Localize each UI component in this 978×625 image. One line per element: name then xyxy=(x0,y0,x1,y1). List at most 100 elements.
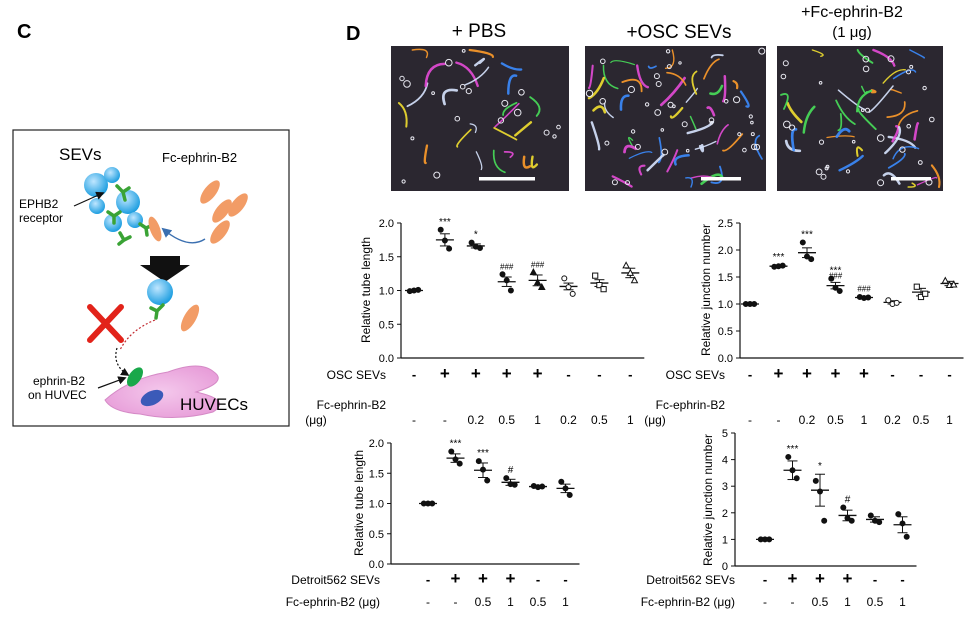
vessel-segment xyxy=(669,106,684,119)
condition-row1-cell: - xyxy=(919,367,923,382)
cell-outline xyxy=(399,75,405,82)
cell-outline xyxy=(876,134,885,142)
cell-outline xyxy=(753,143,761,151)
huvec-cell-icon xyxy=(104,365,221,419)
data-point xyxy=(539,483,546,490)
cell-outline xyxy=(750,120,754,125)
vessel-segment xyxy=(694,140,717,150)
cell-outline xyxy=(723,99,729,104)
cell-outline xyxy=(671,104,676,109)
condition-row2-cell: - xyxy=(748,413,752,427)
cell-outline xyxy=(851,139,856,144)
vessel-segment xyxy=(835,127,851,138)
vessel-segment xyxy=(709,84,724,96)
cell-outline xyxy=(461,49,466,53)
vessel-segment xyxy=(887,152,906,169)
vessel-segment xyxy=(503,151,514,159)
cell-outline xyxy=(862,65,870,73)
vessel-segment xyxy=(856,49,874,64)
condition-row2-cell: 0.5 xyxy=(867,595,884,609)
vessel-segment xyxy=(493,127,518,141)
cell-outline xyxy=(708,117,715,123)
data-point xyxy=(477,244,483,251)
data-point xyxy=(751,301,758,307)
condition-row2-cell: - xyxy=(777,413,781,427)
cell-outline xyxy=(678,61,682,65)
micrograph-fc-ephrin xyxy=(777,46,943,191)
cell-outline xyxy=(661,148,669,156)
cell-outline xyxy=(433,171,441,179)
ephb2-label-line2: receptor xyxy=(19,211,63,225)
condition-row1-cell: + xyxy=(451,569,461,588)
micrograph-pbs xyxy=(391,46,569,191)
cell-outline xyxy=(780,73,787,80)
data-point xyxy=(441,237,448,244)
cell-outline xyxy=(862,55,870,63)
vessel-segment xyxy=(784,139,802,153)
vessel-segment xyxy=(475,151,483,171)
cell-outline xyxy=(556,124,561,130)
condition-row1-label: Detroit562 SEVs xyxy=(291,573,380,587)
vessel-segment xyxy=(628,151,653,159)
data-point xyxy=(596,282,603,289)
data-point xyxy=(480,466,486,473)
cell-outline xyxy=(585,89,594,98)
ephrin-label-line2: on HUVEC xyxy=(28,388,87,402)
y-tick-label: 5 xyxy=(722,428,728,440)
data-point xyxy=(448,448,455,455)
vessel-segment xyxy=(739,90,750,108)
cell-outline xyxy=(818,81,823,85)
micrograph-title-osc: +OSC SEVs xyxy=(626,22,731,43)
vessel-segment xyxy=(456,128,472,148)
condition-row1-cell: + xyxy=(815,569,825,588)
huvecs-label: HUVECs xyxy=(180,395,248,414)
cell-outline xyxy=(634,143,641,150)
data-point xyxy=(922,290,929,297)
data-point xyxy=(475,458,482,465)
data-point xyxy=(766,536,773,543)
vessel-segment xyxy=(529,96,541,117)
vessel-segment xyxy=(494,102,520,128)
significance-label: ### xyxy=(500,262,514,271)
blocked-cross-icon xyxy=(87,304,124,343)
micrograph-background xyxy=(777,46,943,191)
vessel-segment xyxy=(754,134,763,160)
data-point xyxy=(569,290,576,297)
vessel-segment xyxy=(474,57,486,67)
significance-label: *** xyxy=(477,448,489,459)
cell-outline xyxy=(666,64,672,70)
significance-label: *** xyxy=(830,266,842,277)
condition-row2-cell: 1 xyxy=(627,413,634,427)
data-point xyxy=(630,276,639,284)
micrograph-background xyxy=(391,46,569,191)
ephrin-pointer-arrow xyxy=(97,376,127,389)
data-point xyxy=(562,485,569,492)
data-point xyxy=(893,299,900,306)
vessel-segment xyxy=(685,177,693,188)
y-tick-label: 0.0 xyxy=(379,353,394,365)
condition-row2-cell: 0.5 xyxy=(812,595,829,609)
vessel-segment xyxy=(722,133,744,152)
data-point xyxy=(529,268,538,276)
cell-outline xyxy=(518,89,525,96)
data-point xyxy=(821,517,828,524)
vessel-segment xyxy=(930,164,941,189)
condition-row1-label: OSC SEVs xyxy=(327,368,386,382)
y-tick-label: 1.5 xyxy=(718,272,733,284)
significance-label: # xyxy=(845,494,851,505)
y-tick-label: 1.5 xyxy=(369,468,384,480)
vessel-segment xyxy=(838,154,864,172)
significance-label: *** xyxy=(801,229,813,240)
cell-outline xyxy=(604,140,610,146)
condition-row1-cell: - xyxy=(873,572,877,587)
data-point xyxy=(600,286,607,293)
vessel-segment xyxy=(826,135,855,139)
cell-outline xyxy=(681,121,688,128)
condition-row1-cell: + xyxy=(440,364,450,383)
cell-outline xyxy=(611,179,618,186)
condition-row2-cell: 1 xyxy=(861,413,868,427)
condition-row2-cell: - xyxy=(426,595,430,609)
ephrin-b2-icon xyxy=(127,367,143,387)
vessel-segment xyxy=(811,49,824,57)
